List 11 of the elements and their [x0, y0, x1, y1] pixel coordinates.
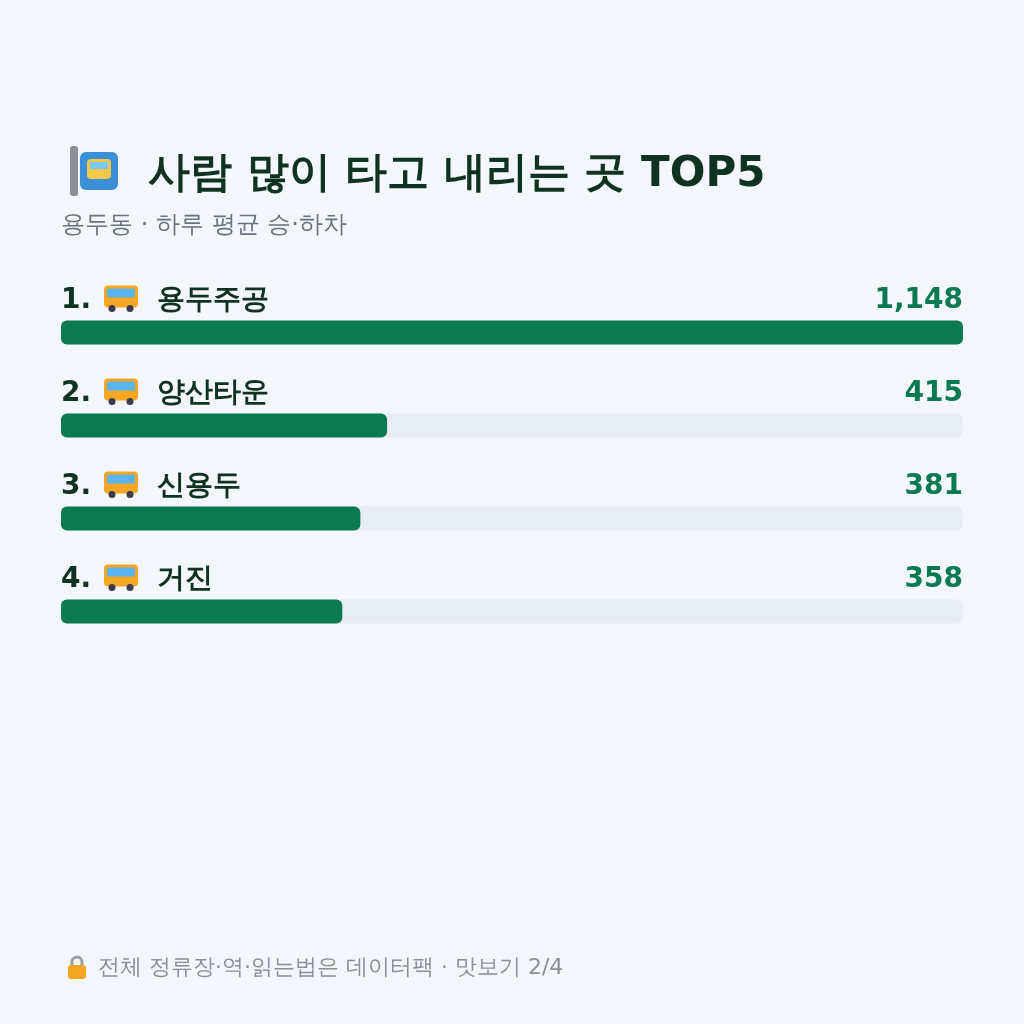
- data-label: 358: [904, 561, 963, 594]
- data-label: 381: [904, 468, 963, 501]
- chart-title: 사람 많이 타고 내리는 곳 TOP5: [148, 146, 766, 198]
- data-label: 415: [904, 375, 963, 408]
- category-label: 2. 양산타운: [61, 375, 269, 408]
- chart-subtitle: 용두동 · 하루 평균 승·하차: [61, 209, 347, 240]
- data-label: 1,148: [874, 282, 963, 315]
- category-label: 4. 거진: [61, 561, 213, 594]
- category-label: 3. 신용두: [61, 468, 241, 501]
- category-label: 1. 용두주공: [61, 282, 269, 315]
- text: 전체 정류장·역·읽는법은 데이터팩 · 맛보기 2/4: [98, 953, 564, 981]
